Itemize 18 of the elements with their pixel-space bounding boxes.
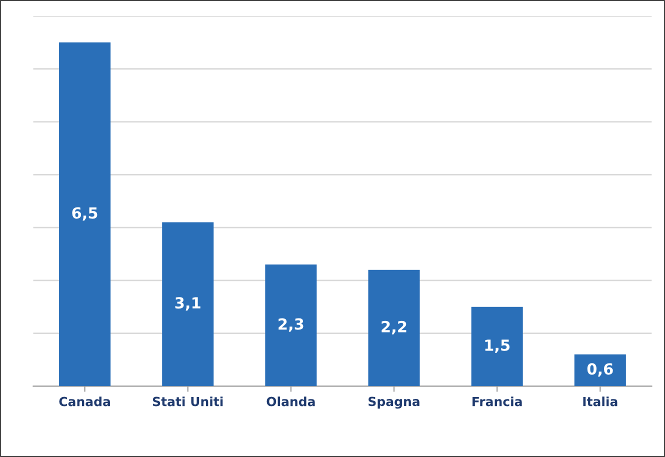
data-label: 3,1 [175, 297, 200, 311]
data-label: 2,2 [382, 320, 406, 334]
x-tick-label: Spagna [368, 396, 420, 409]
bar [162, 222, 214, 386]
bar [574, 354, 626, 386]
x-tick-label: Italia [583, 396, 618, 406]
x-tick-label: Olanda [266, 396, 315, 406]
bar [59, 42, 111, 386]
x-tick-label: Francia [472, 396, 522, 406]
data-label: 2,3 [278, 318, 304, 332]
bar [471, 306, 523, 386]
x-tick-label: Stati Uniti [152, 396, 223, 406]
bar [265, 264, 317, 386]
x-tick-label: Canada [59, 396, 110, 406]
data-label: 6,5 [72, 207, 98, 221]
bar [368, 270, 420, 386]
data-label: 0,6 [587, 363, 613, 377]
data-label: 1,5 [485, 340, 510, 353]
